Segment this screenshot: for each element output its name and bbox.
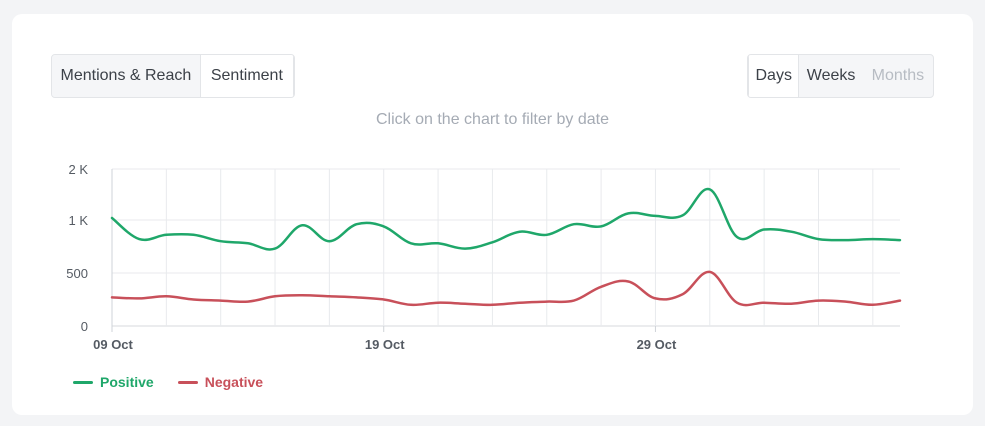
legend-label-positive: Positive — [100, 374, 154, 390]
legend-item-negative[interactable]: Negative — [177, 374, 264, 390]
range-toggle: Days Weeks Months — [747, 54, 934, 98]
legend-item-positive[interactable]: Positive — [73, 374, 154, 390]
chart-legend: Positive Negative — [73, 374, 263, 390]
tab-mentions-reach[interactable]: Mentions & Reach — [52, 55, 200, 97]
view-toggle: Mentions & Reach Sentiment — [51, 54, 295, 98]
y-axis: 0 500 1 K 2 K — [66, 162, 88, 334]
series-line-positive[interactable] — [110, 187, 902, 251]
y-tick-label: 1 K — [68, 213, 88, 228]
series-line-negative[interactable] — [110, 270, 902, 307]
tab-months: Months — [871, 67, 925, 84]
x-axis: 09 Oct 19 Oct 29 Oct — [93, 337, 677, 352]
series-lines — [110, 187, 902, 307]
x-tick-label: 19 Oct — [365, 337, 405, 352]
tab-days[interactable]: Days — [748, 55, 800, 97]
legend-label-negative: Negative — [204, 374, 264, 390]
y-tick-label: 500 — [66, 266, 88, 281]
tab-sentiment[interactable]: Sentiment — [199, 55, 294, 97]
legend-swatch-negative — [177, 380, 198, 384]
y-tick-label: 2 K — [68, 162, 88, 177]
sentiment-line-chart[interactable]: 0 500 1 K 2 K 09 Oct 19 Oct 29 Oct — [12, 14, 973, 374]
x-tick-label: 09 Oct — [93, 337, 133, 352]
legend-swatch-positive — [73, 380, 93, 384]
sentiment-chart-card: Mentions & Reach Sentiment Days Weeks Mo… — [12, 14, 973, 415]
grid — [111, 168, 900, 332]
y-tick-label: 0 — [81, 319, 88, 334]
x-tick-label: 29 Oct — [637, 337, 677, 352]
chart-hint: Click on the chart to filter by date — [376, 111, 609, 128]
tab-weeks[interactable]: Weeks — [806, 67, 856, 84]
